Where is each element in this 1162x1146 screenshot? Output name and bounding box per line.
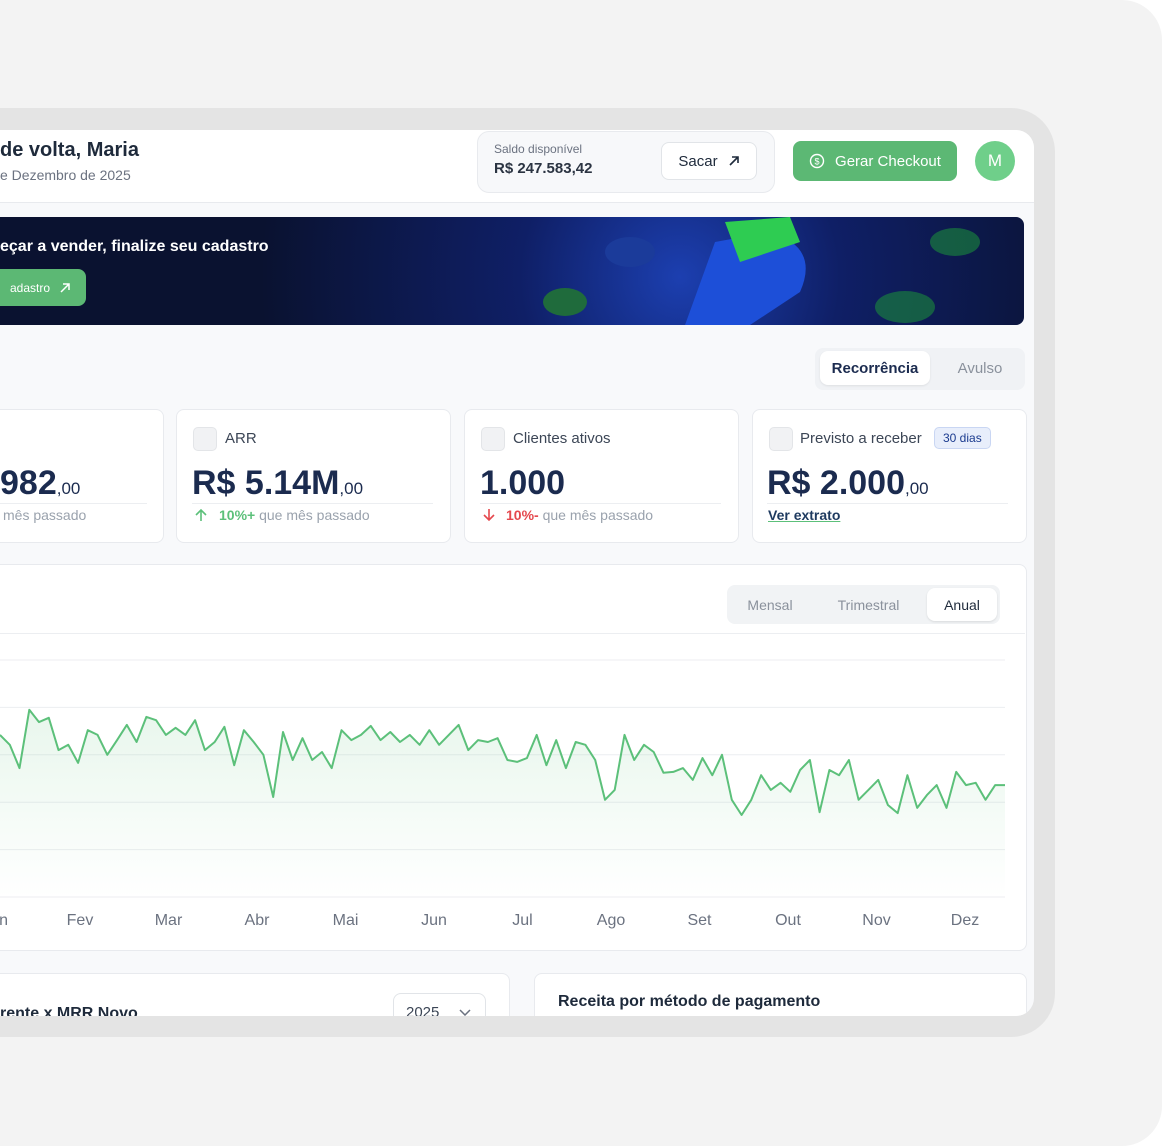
year-select[interactable]: 2025 [393,993,486,1016]
divider [0,633,1025,634]
divider [767,503,1008,504]
balance-label: Saldo disponível [494,142,583,156]
banner-button[interactable]: adastro [0,269,86,306]
period[interactable]: Trimestral [822,588,915,621]
banner-button-text: adastro [9,280,50,295]
banner [0,217,1024,325]
x-tick-label: Mai [333,912,359,929]
value: 982 [0,464,57,502]
up-arrow [195,508,207,521]
divider [0,503,147,504]
x-tick-label: Fev [67,912,94,929]
card-label: Previsto a receber [800,430,922,447]
period-text: Mensal [747,596,793,613]
card [534,973,1027,1016]
x-tick-label: Ago [597,912,626,929]
tab-text: Recorrência [831,359,919,377]
x-tick-label: Dez [951,912,979,929]
divider [192,503,433,504]
avatar[interactable]: M [975,141,1015,181]
chevron [459,1009,471,1016]
card-title: rente x MRR Novo [0,1005,138,1016]
x-tick-label: n [0,912,8,929]
period[interactable]: Mensal [735,588,805,621]
cents: ,00 [56,479,81,498]
dollar-icon: $ [809,153,825,169]
card [0,409,164,543]
period-text: Anual [944,596,980,613]
card-value: 1.000 [480,464,566,502]
x-tick-label: Out [775,912,801,929]
x-tick-label: Jun [421,912,447,929]
card-value: 982,00 [0,464,80,503]
card-icon [769,427,793,451]
card-title: Receita por método de pagamento [558,993,821,1010]
arrow-icon [729,156,739,166]
line-chart: n Fev Mar Abr Mai Jun Jul Ago Set Out Nov Dez [0,659,1005,929]
period-active[interactable]: Anual [927,588,997,621]
period-text: Trimestral [837,596,900,613]
x-tick-label: Set [687,912,712,929]
card-label: ARR [225,430,257,447]
screen: de volta, Maria e Dezembro de 2025 Saldo… [0,130,1034,1016]
balance-amount: R$ 247.583,42 [494,160,593,177]
value: R$ 2.000 [767,464,905,502]
x-tick-label: Jul [512,912,532,929]
change: 10%+ [219,507,256,523]
x-tick-label: Mar [155,912,183,929]
withdraw-text: Sacar [678,152,718,170]
value: R$ 5.14M [192,464,340,502]
down-arrow [483,509,495,522]
cents: ,00 [339,479,364,498]
card-note: mês passado [3,507,87,523]
svg-text:$: $ [815,157,820,167]
cents: ,00 [905,479,929,498]
x-tick-label: Abr [245,912,271,929]
tab-text: Avulso [957,359,1003,377]
card-note: que mês passado [542,507,654,523]
withdraw-button[interactable]: Sacar [661,142,757,180]
tab-active[interactable]: Recorrência [820,351,930,385]
card-icon [193,427,217,451]
checkout-button[interactable]: $ Gerar Checkout [793,141,957,181]
divider [480,503,721,504]
card-value: R$ 2.000,00 [767,464,929,503]
card-note: que mês passado [259,507,370,523]
greeting: de volta, Maria [0,139,139,161]
banner-text: eçar a vender, finalize seu cadastro [0,238,269,255]
card-label: Clientes ativos [513,430,611,447]
change: 10%- [506,507,539,523]
card [464,409,739,543]
checkout-text: Gerar Checkout [835,152,941,170]
card-value: R$ 5.14M,00 [192,464,363,503]
year-text: 2025 [406,1004,440,1016]
avatar-initial: M [987,151,1003,170]
link[interactable]: Ver extrato [768,507,841,523]
banner-art [543,217,980,325]
line [0,708,1005,816]
card [176,409,451,543]
date: e Dezembro de 2025 [0,167,131,183]
badge: 30 dias [934,427,991,449]
arrow-icon [60,282,70,293]
area [0,709,1005,897]
x-tick-label: Nov [862,912,890,929]
tab[interactable]: Avulso [935,351,1025,385]
card-icon [481,427,505,451]
